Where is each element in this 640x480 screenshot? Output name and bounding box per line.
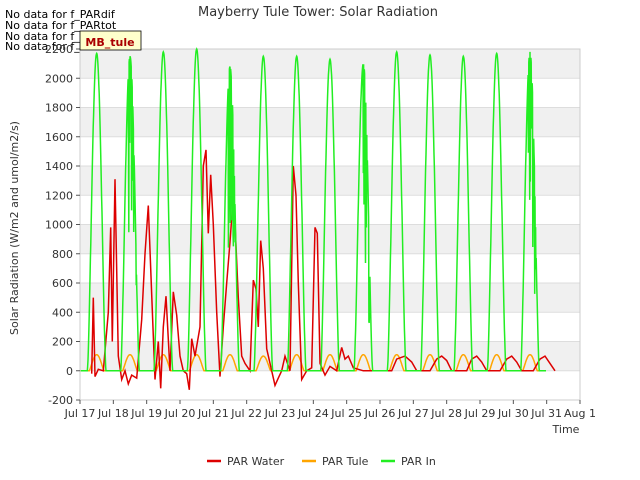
x-tick-label: Jul 31: [530, 407, 562, 420]
y-tick-label: 2200: [45, 43, 73, 56]
tooltip-box: MB_tule: [79, 30, 142, 51]
x-tick-label: Jul 17: [64, 407, 96, 420]
x-tick-label: Jul 27: [397, 407, 429, 420]
x-tick-label: Jul 19: [130, 407, 162, 420]
x-tick-label: Aug 1: [564, 407, 596, 420]
no-data-message-3: No data for f_PARdif: [5, 30, 115, 43]
x-tick-label: Jul 20: [164, 407, 196, 420]
y-tick-label: 600: [52, 277, 73, 290]
y-tick-label: -200: [48, 394, 73, 407]
y-tick-label: 800: [52, 248, 73, 261]
x-axis-label: Time: [552, 423, 580, 436]
y-tick-label: 1600: [45, 131, 73, 144]
x-tick-label: Jul 25: [330, 407, 362, 420]
y-tick-label: 1000: [45, 219, 73, 232]
x-tick-label: Jul 30: [497, 407, 529, 420]
y-tick-label: 1400: [45, 160, 73, 173]
grid-band: [80, 49, 580, 79]
no-data-message-1: No data for f_PARdif: [5, 8, 115, 21]
tooltip-label: MB_tule: [85, 36, 134, 49]
x-tick-label: Jul 23: [264, 407, 296, 420]
series-line-par-water: [90, 149, 556, 390]
legend-label: PAR Water: [227, 455, 285, 468]
y-tick-label: 200: [52, 336, 73, 349]
y-tick-label: 0: [66, 365, 73, 378]
x-tick-label: Jul 28: [430, 407, 462, 420]
grid-band: [80, 166, 580, 196]
y-tick-label: 1800: [45, 102, 73, 115]
x-tick-label: Jul 26: [364, 407, 396, 420]
grid-band: [80, 224, 580, 254]
legend-label: PAR In: [401, 455, 436, 468]
x-tick-label: Jul 24: [297, 407, 329, 420]
grid-band: [80, 283, 580, 313]
no-data-message-2: No data for f_PARtot: [5, 19, 117, 32]
series-line-par-in: [80, 47, 546, 372]
legend-label: PAR Tule: [322, 455, 369, 468]
x-tick-label: Jul 18: [97, 407, 129, 420]
no-data-message-4: No data for f_PARtot: [5, 40, 117, 53]
grid-band: [80, 107, 580, 137]
y-tick-label: 400: [52, 306, 73, 319]
y-axis-label: Solar Radiation (W/m2 and umol/m2/s): [8, 121, 21, 335]
x-tick-label: Jul 29: [464, 407, 496, 420]
chart-title: Mayberry Tule Tower: Solar Radiation: [198, 5, 438, 20]
y-tick-label: 1200: [45, 189, 73, 202]
y-tick-label: 2000: [45, 72, 73, 85]
x-tick-label: Jul 22: [230, 407, 262, 420]
x-tick-label: Jul 21: [197, 407, 229, 420]
